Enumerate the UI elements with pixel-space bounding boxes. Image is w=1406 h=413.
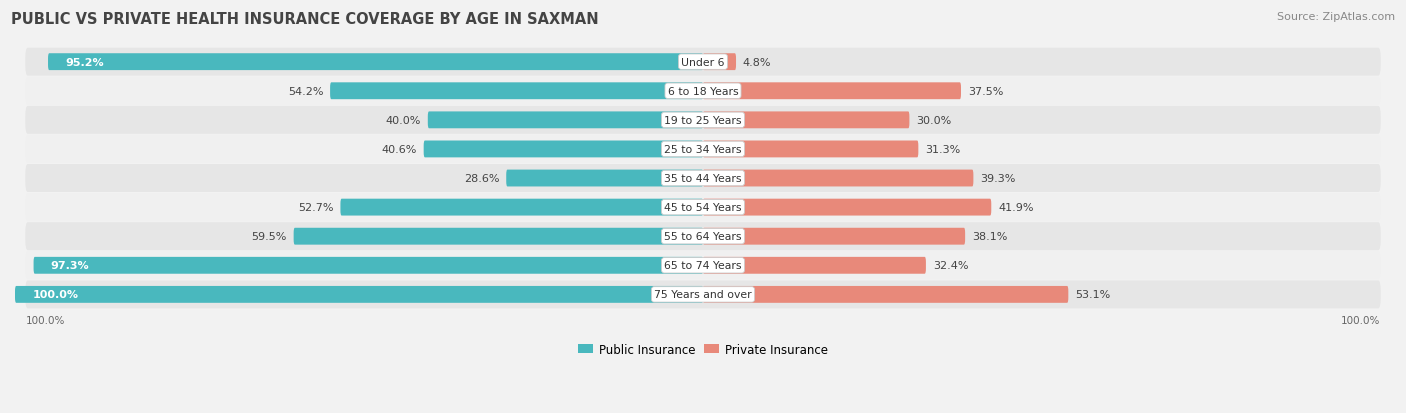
FancyBboxPatch shape	[506, 170, 703, 187]
FancyBboxPatch shape	[703, 170, 973, 187]
Text: 6 to 18 Years: 6 to 18 Years	[668, 87, 738, 97]
FancyBboxPatch shape	[423, 141, 703, 158]
Text: 65 to 74 Years: 65 to 74 Years	[664, 261, 742, 271]
FancyBboxPatch shape	[330, 83, 703, 100]
FancyBboxPatch shape	[25, 194, 1381, 221]
FancyBboxPatch shape	[15, 286, 703, 303]
FancyBboxPatch shape	[703, 199, 991, 216]
FancyBboxPatch shape	[703, 228, 965, 245]
Text: 35 to 44 Years: 35 to 44 Years	[664, 173, 742, 184]
FancyBboxPatch shape	[25, 252, 1381, 280]
Text: 30.0%: 30.0%	[917, 116, 952, 126]
Text: 41.9%: 41.9%	[998, 203, 1033, 213]
Text: 38.1%: 38.1%	[972, 232, 1007, 242]
Text: Source: ZipAtlas.com: Source: ZipAtlas.com	[1277, 12, 1395, 22]
Text: 25 to 34 Years: 25 to 34 Years	[664, 145, 742, 154]
Text: 59.5%: 59.5%	[252, 232, 287, 242]
FancyBboxPatch shape	[48, 54, 703, 71]
Text: 32.4%: 32.4%	[932, 261, 969, 271]
Text: 45 to 54 Years: 45 to 54 Years	[664, 203, 742, 213]
Text: 52.7%: 52.7%	[298, 203, 333, 213]
FancyBboxPatch shape	[25, 223, 1381, 251]
Text: 55 to 64 Years: 55 to 64 Years	[664, 232, 742, 242]
FancyBboxPatch shape	[703, 83, 960, 100]
FancyBboxPatch shape	[703, 141, 918, 158]
FancyBboxPatch shape	[34, 257, 703, 274]
Text: 40.0%: 40.0%	[385, 116, 420, 126]
FancyBboxPatch shape	[25, 165, 1381, 192]
Text: 37.5%: 37.5%	[967, 87, 1004, 97]
Text: 100.0%: 100.0%	[1341, 315, 1381, 325]
FancyBboxPatch shape	[25, 49, 1381, 76]
FancyBboxPatch shape	[340, 199, 703, 216]
FancyBboxPatch shape	[25, 107, 1381, 135]
Text: 75 Years and over: 75 Years and over	[654, 290, 752, 300]
FancyBboxPatch shape	[294, 228, 703, 245]
Text: 95.2%: 95.2%	[65, 57, 104, 67]
Text: 100.0%: 100.0%	[25, 315, 65, 325]
Legend: Public Insurance, Private Insurance: Public Insurance, Private Insurance	[574, 338, 832, 361]
FancyBboxPatch shape	[25, 78, 1381, 105]
Text: 100.0%: 100.0%	[32, 290, 79, 300]
Text: 4.8%: 4.8%	[742, 57, 772, 67]
FancyBboxPatch shape	[427, 112, 703, 129]
Text: 54.2%: 54.2%	[288, 87, 323, 97]
FancyBboxPatch shape	[703, 286, 1069, 303]
Text: Under 6: Under 6	[682, 57, 724, 67]
FancyBboxPatch shape	[703, 257, 927, 274]
Text: 39.3%: 39.3%	[980, 173, 1015, 184]
Text: 28.6%: 28.6%	[464, 173, 499, 184]
FancyBboxPatch shape	[703, 54, 735, 71]
Text: 40.6%: 40.6%	[381, 145, 416, 154]
Text: 53.1%: 53.1%	[1076, 290, 1111, 300]
Text: 19 to 25 Years: 19 to 25 Years	[664, 116, 742, 126]
Text: PUBLIC VS PRIVATE HEALTH INSURANCE COVERAGE BY AGE IN SAXMAN: PUBLIC VS PRIVATE HEALTH INSURANCE COVER…	[11, 12, 599, 27]
Text: 31.3%: 31.3%	[925, 145, 960, 154]
Text: 97.3%: 97.3%	[51, 261, 90, 271]
FancyBboxPatch shape	[25, 135, 1381, 164]
FancyBboxPatch shape	[25, 281, 1381, 309]
FancyBboxPatch shape	[703, 112, 910, 129]
